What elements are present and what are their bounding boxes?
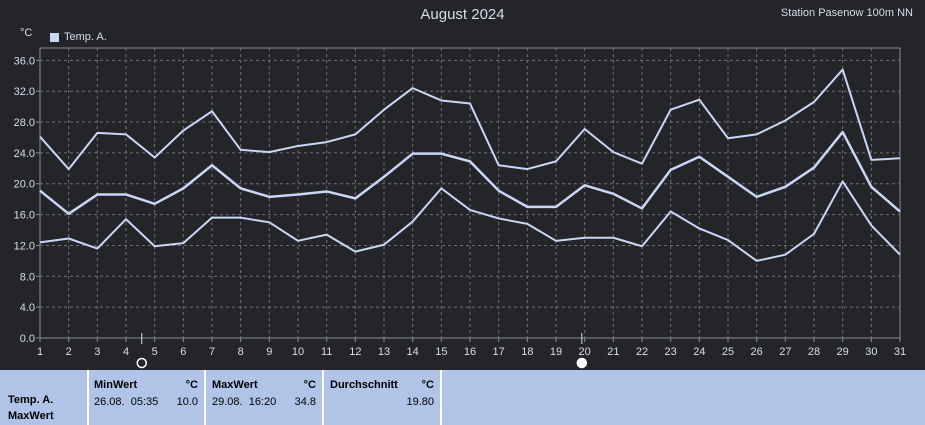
summary-row-sublabel: MaxWert bbox=[8, 410, 54, 422]
x-tick-label: 28 bbox=[808, 346, 820, 358]
chart-title: August 2024 bbox=[420, 6, 505, 23]
min-value: 10.0 bbox=[176, 396, 198, 408]
x-tick-label: 10 bbox=[292, 346, 304, 358]
legend-label: Temp. A. bbox=[64, 31, 107, 43]
x-tick-label: 22 bbox=[636, 346, 648, 358]
temperature-chart: 1 2 3 4 5 6 7 8 9 10 11 12 13 14 15 16 17 18 19 20 21 22 23 24 2… bbox=[14, 47, 906, 369]
x-tick-label: 1 bbox=[37, 346, 43, 358]
avg-unit: °C bbox=[421, 379, 434, 391]
legend: Temp. A. bbox=[50, 31, 107, 43]
x-tick-label: 31 bbox=[894, 346, 906, 358]
x-tick-label: 3 bbox=[94, 346, 100, 358]
x-tick-label: 19 bbox=[550, 346, 562, 358]
series-line-max bbox=[39, 68, 901, 171]
max-unit: °C bbox=[303, 379, 316, 391]
y-tick-label: 36.0 bbox=[14, 55, 35, 67]
avg-header: Durchschnitt bbox=[330, 379, 398, 391]
x-tick-label: 16 bbox=[464, 346, 476, 358]
station-label: Station Pasenow 100m NN bbox=[780, 7, 913, 19]
x-tick-label: 18 bbox=[521, 346, 533, 358]
y-tick-label: 32.0 bbox=[14, 86, 35, 98]
y-tick-label: 8.0 bbox=[20, 271, 35, 283]
new-moon-icon bbox=[136, 357, 148, 369]
summary-row-label: Temp. A. bbox=[8, 394, 54, 406]
avg-value: 19.80 bbox=[406, 396, 434, 408]
x-tick-label: 23 bbox=[665, 346, 677, 358]
max-value: 34.8 bbox=[294, 396, 316, 408]
y-tick-label: 28.0 bbox=[14, 117, 35, 129]
x-tick-label: 27 bbox=[779, 346, 791, 358]
series-line-avg bbox=[39, 130, 901, 216]
x-tick-label: 26 bbox=[751, 346, 763, 358]
x-tick-label: 25 bbox=[722, 346, 734, 358]
x-tick-label: 4 bbox=[123, 346, 129, 358]
summary-row-label-cell: Temp. A. MaxWert bbox=[0, 370, 89, 425]
full-moon-icon bbox=[576, 357, 588, 369]
y-tick-label: 12.0 bbox=[14, 240, 35, 252]
y-unit-label: °C bbox=[20, 27, 33, 39]
summary-min-cell: MinWert °C 26.08. 05:35 10.0 bbox=[89, 370, 206, 425]
x-tick-label: 5 bbox=[152, 346, 158, 358]
x-tick-label: 12 bbox=[349, 346, 361, 358]
x-tick-label: 17 bbox=[493, 346, 505, 358]
summary-max-cell: MaxWert °C 29.08. 16:20 34.8 bbox=[206, 370, 324, 425]
summary-avg-cell: Durchschnitt °C 19.80 bbox=[324, 370, 442, 425]
x-tick-label: 24 bbox=[693, 346, 705, 358]
y-tick-label: 0.0 bbox=[20, 333, 35, 345]
x-tick-label: 9 bbox=[266, 346, 272, 358]
x-tick-label: 29 bbox=[837, 346, 849, 358]
y-tick-label: 24.0 bbox=[14, 148, 35, 160]
x-tick-label: 21 bbox=[607, 346, 619, 358]
summary-panel: Temp. A. MaxWert MinWert °C 26.08. 05:35… bbox=[0, 370, 925, 425]
min-header: MinWert bbox=[94, 379, 138, 391]
y-tick-label: 16.0 bbox=[14, 210, 35, 222]
x-tick-label: 30 bbox=[865, 346, 877, 358]
x-tick-label: 13 bbox=[378, 346, 390, 358]
x-tick-label: 2 bbox=[66, 346, 72, 358]
min-unit: °C bbox=[185, 379, 198, 391]
y-tick-label: 4.0 bbox=[20, 302, 35, 314]
x-tick-label: 6 bbox=[180, 346, 186, 358]
x-tick-label: 20 bbox=[579, 346, 591, 358]
x-tick-label: 7 bbox=[209, 346, 215, 358]
max-header: MaxWert bbox=[212, 379, 258, 391]
x-tick-label: 15 bbox=[435, 346, 447, 358]
x-tick-label: 11 bbox=[321, 346, 332, 358]
y-tick-label: 20.0 bbox=[14, 179, 35, 191]
max-date: 29.08. 16:20 bbox=[212, 396, 277, 408]
legend-swatch bbox=[50, 32, 59, 42]
x-tick-label: 8 bbox=[238, 346, 244, 358]
series-line-min bbox=[39, 180, 901, 262]
min-date: 26.08. 05:35 bbox=[94, 396, 159, 408]
x-tick-label: 14 bbox=[407, 346, 419, 358]
